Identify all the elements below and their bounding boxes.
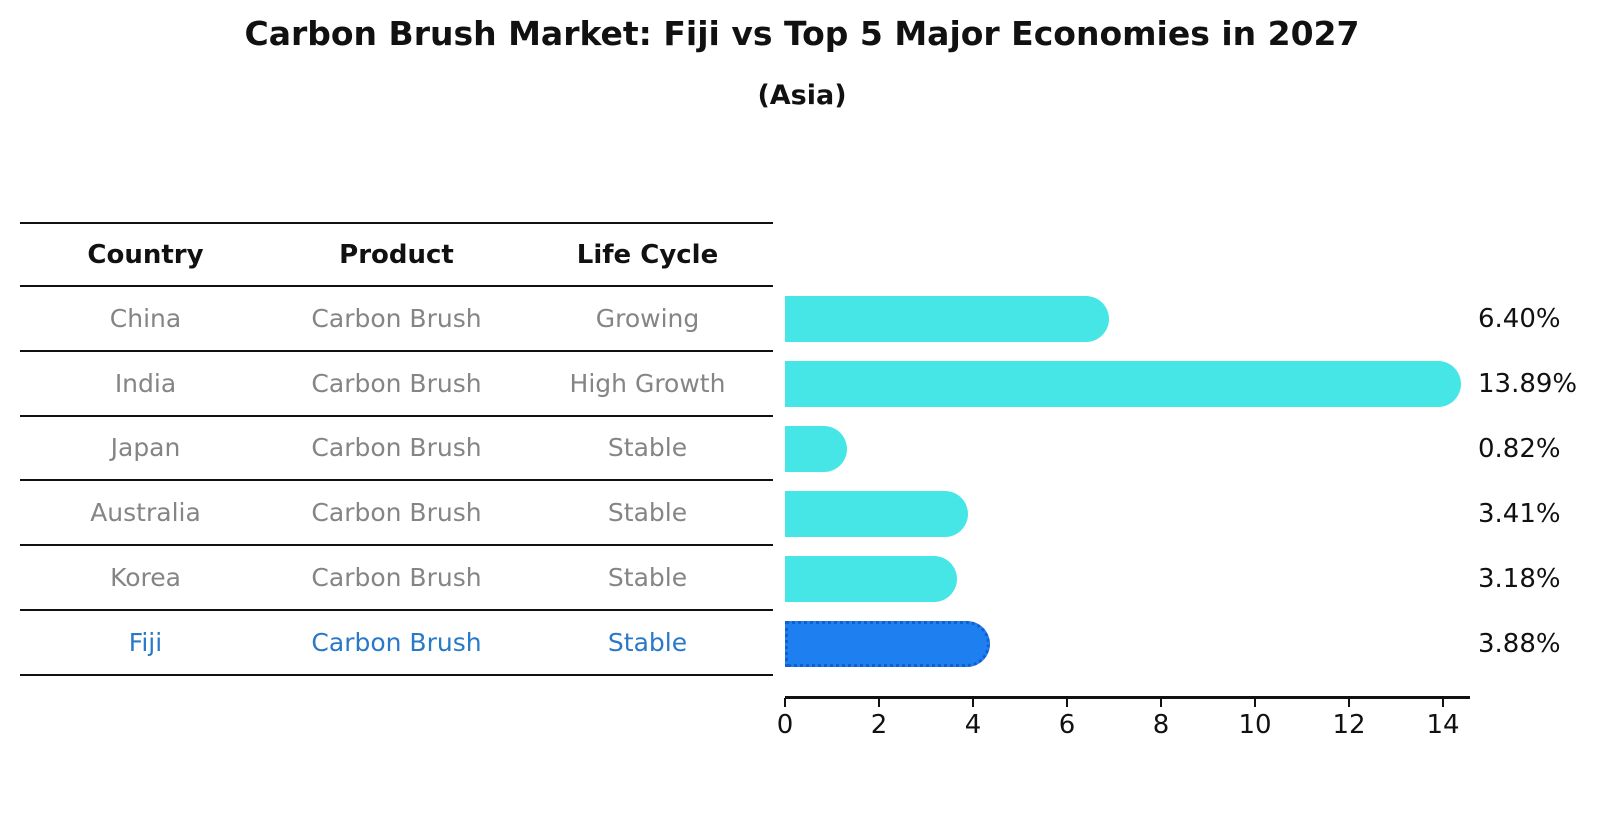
x-axis-tick-label: 8	[1152, 710, 1170, 740]
chart-subtitle: (Asia)	[757, 80, 847, 111]
x-axis-tick	[1441, 698, 1445, 707]
x-axis-tick-label: 6	[1058, 710, 1076, 740]
table-row-fiji: Fiji Carbon Brush Stable	[20, 611, 773, 676]
cell-country: Korea	[110, 563, 181, 593]
x-axis-tick	[1253, 698, 1257, 707]
cell-country: Fiji	[128, 627, 163, 657]
cell-country: Australia	[90, 498, 201, 528]
cell-life-cycle: Growing	[595, 303, 700, 333]
cell-life-cycle: Stable	[607, 433, 688, 463]
cell-life-cycle: Stable	[607, 563, 688, 593]
table-row-china: China Carbon Brush Growing	[20, 287, 773, 352]
cell-product: Carbon Brush	[311, 627, 482, 657]
cell-product: Carbon Brush	[311, 563, 482, 593]
header-cell-country: Country	[87, 239, 204, 270]
chart-title: Carbon Brush Market: Fiji vs Top 5 Major…	[244, 14, 1360, 53]
header-cell-life-cycle: Life Cycle	[576, 239, 719, 270]
cell-country: China	[109, 303, 182, 333]
value-label-china: 6.40%	[1478, 304, 1561, 335]
cell-country: India	[114, 368, 177, 398]
table-row-korea: Korea Carbon Brush Stable	[20, 546, 773, 611]
table-row-australia: Australia Carbon Brush Stable	[20, 481, 773, 547]
x-axis-tick-label: 4	[964, 710, 982, 740]
x-axis-tick	[877, 698, 881, 707]
cell-product: Carbon Brush	[311, 498, 482, 528]
x-axis-tick-label: 12	[1332, 710, 1366, 740]
bar-india	[785, 361, 1461, 408]
table-header-row: Country Product Life Cycle	[20, 222, 773, 287]
value-label-india: 13.89%	[1478, 369, 1578, 400]
x-axis-tick	[783, 698, 787, 707]
cell-product: Carbon Brush	[311, 368, 482, 398]
table-row-india: India Carbon Brush High Growth	[20, 352, 773, 417]
bar-korea	[785, 555, 958, 602]
country-table: Country Product Life Cycle China Carbon B…	[20, 222, 773, 676]
bar-japan	[785, 426, 847, 473]
x-axis-tick	[1347, 698, 1351, 707]
cell-product: Carbon Brush	[311, 433, 482, 463]
value-label-australia: 3.41%	[1478, 498, 1561, 529]
value-label-fiji: 3.88%	[1478, 628, 1561, 659]
x-axis-tick-label: 2	[870, 710, 888, 740]
bar-fiji	[785, 620, 991, 667]
x-axis-tick-label: 0	[776, 710, 794, 740]
value-label-korea: 3.18%	[1478, 563, 1561, 594]
x-axis-tick-label: 14	[1426, 710, 1460, 740]
table-row-japan: Japan Carbon Brush Stable	[20, 417, 773, 482]
x-axis-line	[785, 696, 1470, 699]
cell-life-cycle: High Growth	[569, 368, 726, 398]
bar-china	[785, 296, 1109, 343]
value-label-japan: 0.82%	[1478, 434, 1561, 465]
x-axis-tick-label: 10	[1238, 710, 1272, 740]
bar-australia	[785, 490, 969, 537]
table-body: China Carbon Brush Growing India Carbon Brus…	[20, 287, 773, 676]
cell-life-cycle: Stable	[607, 627, 688, 657]
header-cell-product: Product	[339, 239, 454, 270]
cell-life-cycle: Stable	[607, 498, 688, 528]
cell-product: Carbon Brush	[311, 303, 482, 333]
x-axis-tick	[971, 698, 975, 707]
cell-country: Japan	[110, 433, 181, 463]
x-axis-tick	[1065, 698, 1069, 707]
x-axis-tick	[1159, 698, 1163, 707]
